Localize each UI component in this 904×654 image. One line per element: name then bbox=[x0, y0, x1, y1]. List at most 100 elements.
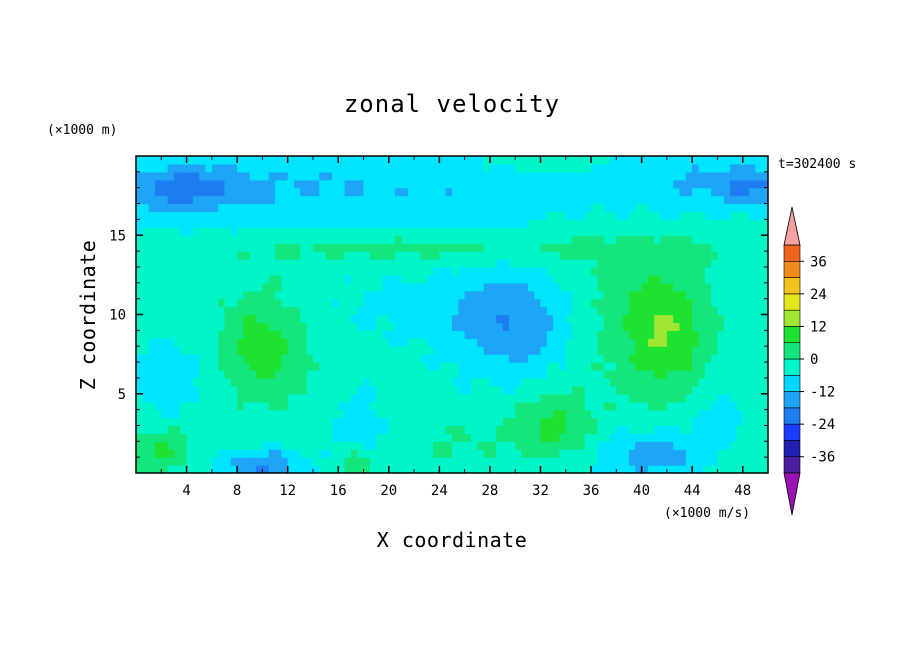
field-cell bbox=[761, 433, 768, 442]
field-cell bbox=[483, 314, 491, 324]
field-cell bbox=[420, 171, 428, 181]
field-cell bbox=[243, 330, 251, 339]
field-cell bbox=[344, 314, 352, 324]
field-cell bbox=[508, 306, 516, 316]
field-cell bbox=[344, 195, 352, 205]
field-cell bbox=[420, 330, 428, 339]
field-cell bbox=[148, 298, 156, 308]
field-cell bbox=[452, 377, 459, 387]
field-cell bbox=[692, 369, 700, 379]
field-cell bbox=[205, 163, 213, 173]
field-cell bbox=[647, 385, 655, 395]
field-cell bbox=[300, 274, 308, 284]
field-cell bbox=[300, 401, 308, 411]
field-cell bbox=[148, 457, 156, 466]
field-cell bbox=[755, 425, 763, 434]
field-cell bbox=[167, 203, 175, 213]
field-cell bbox=[452, 266, 459, 276]
field-cell bbox=[723, 354, 731, 363]
field-cell bbox=[445, 346, 453, 355]
field-cell bbox=[420, 433, 428, 442]
field-cell bbox=[395, 457, 403, 466]
field-cell bbox=[647, 211, 655, 221]
field-cell bbox=[205, 211, 213, 221]
field-cell bbox=[319, 298, 327, 308]
field-cell bbox=[395, 266, 403, 276]
field-cell bbox=[319, 369, 327, 379]
field-cell bbox=[319, 163, 327, 173]
field-cell bbox=[591, 235, 598, 244]
field-cell bbox=[470, 322, 478, 331]
field-cell bbox=[211, 433, 219, 442]
field-cell bbox=[616, 409, 624, 419]
field-cell bbox=[338, 282, 346, 292]
field-cell bbox=[376, 251, 384, 260]
field-cell bbox=[300, 298, 308, 308]
field-cell bbox=[698, 377, 706, 387]
field-cell bbox=[641, 441, 649, 450]
field-cell bbox=[167, 266, 175, 276]
field-cell bbox=[679, 282, 687, 292]
field-cell bbox=[192, 393, 200, 403]
field-cell bbox=[711, 298, 719, 308]
field-cell bbox=[458, 401, 466, 411]
field-cell bbox=[660, 306, 668, 316]
field-cell bbox=[325, 298, 333, 308]
field-cell bbox=[243, 401, 251, 411]
field-cell bbox=[559, 393, 567, 403]
field-cell bbox=[603, 290, 611, 300]
field-cell bbox=[610, 195, 617, 205]
field-cell bbox=[641, 322, 649, 331]
field-cell bbox=[192, 219, 200, 228]
field-cell bbox=[300, 330, 308, 339]
field-cell bbox=[452, 290, 459, 300]
field-cell bbox=[717, 211, 725, 221]
time-label: t=302400 s bbox=[778, 157, 856, 172]
field-cell bbox=[407, 235, 415, 244]
field-cell bbox=[610, 362, 617, 371]
field-cell bbox=[186, 322, 194, 331]
field-cell bbox=[660, 465, 668, 473]
field-cell bbox=[224, 354, 232, 363]
field-cell bbox=[553, 298, 561, 308]
field-cell bbox=[654, 385, 662, 395]
field-cell bbox=[414, 417, 421, 427]
field-cell bbox=[477, 171, 485, 181]
field-cell bbox=[426, 171, 434, 181]
field-cell bbox=[515, 203, 523, 213]
field-cell bbox=[723, 441, 731, 450]
field-cell bbox=[559, 354, 567, 363]
field-cell bbox=[426, 417, 434, 427]
field-cell bbox=[610, 449, 617, 458]
field-cell bbox=[692, 298, 700, 308]
field-cell bbox=[660, 227, 668, 236]
field-cell bbox=[591, 298, 598, 308]
field-cell bbox=[306, 338, 314, 347]
field-cell bbox=[287, 211, 295, 221]
field-cell bbox=[275, 306, 282, 316]
field-cell bbox=[357, 156, 365, 165]
field-cell bbox=[508, 338, 516, 347]
field-cell bbox=[749, 322, 756, 331]
field-cell bbox=[433, 203, 440, 213]
field-cell bbox=[401, 259, 409, 268]
field-cell bbox=[395, 243, 403, 252]
field-cell bbox=[414, 219, 421, 228]
field-cell bbox=[192, 417, 200, 427]
field-cell bbox=[679, 195, 687, 205]
field-cell bbox=[382, 290, 390, 300]
field-cell bbox=[654, 346, 662, 355]
field-cell bbox=[628, 433, 636, 442]
field-cell bbox=[268, 314, 276, 324]
field-cell bbox=[275, 465, 282, 473]
field-cell bbox=[616, 354, 624, 363]
field-cell bbox=[628, 156, 636, 165]
field-cell bbox=[711, 393, 719, 403]
field-cell bbox=[363, 266, 371, 276]
field-cell bbox=[452, 465, 459, 473]
field-cell bbox=[331, 235, 339, 244]
field-cell bbox=[243, 377, 251, 387]
field-cell bbox=[489, 441, 497, 450]
field-cell bbox=[256, 156, 263, 165]
field-cell bbox=[369, 354, 377, 363]
